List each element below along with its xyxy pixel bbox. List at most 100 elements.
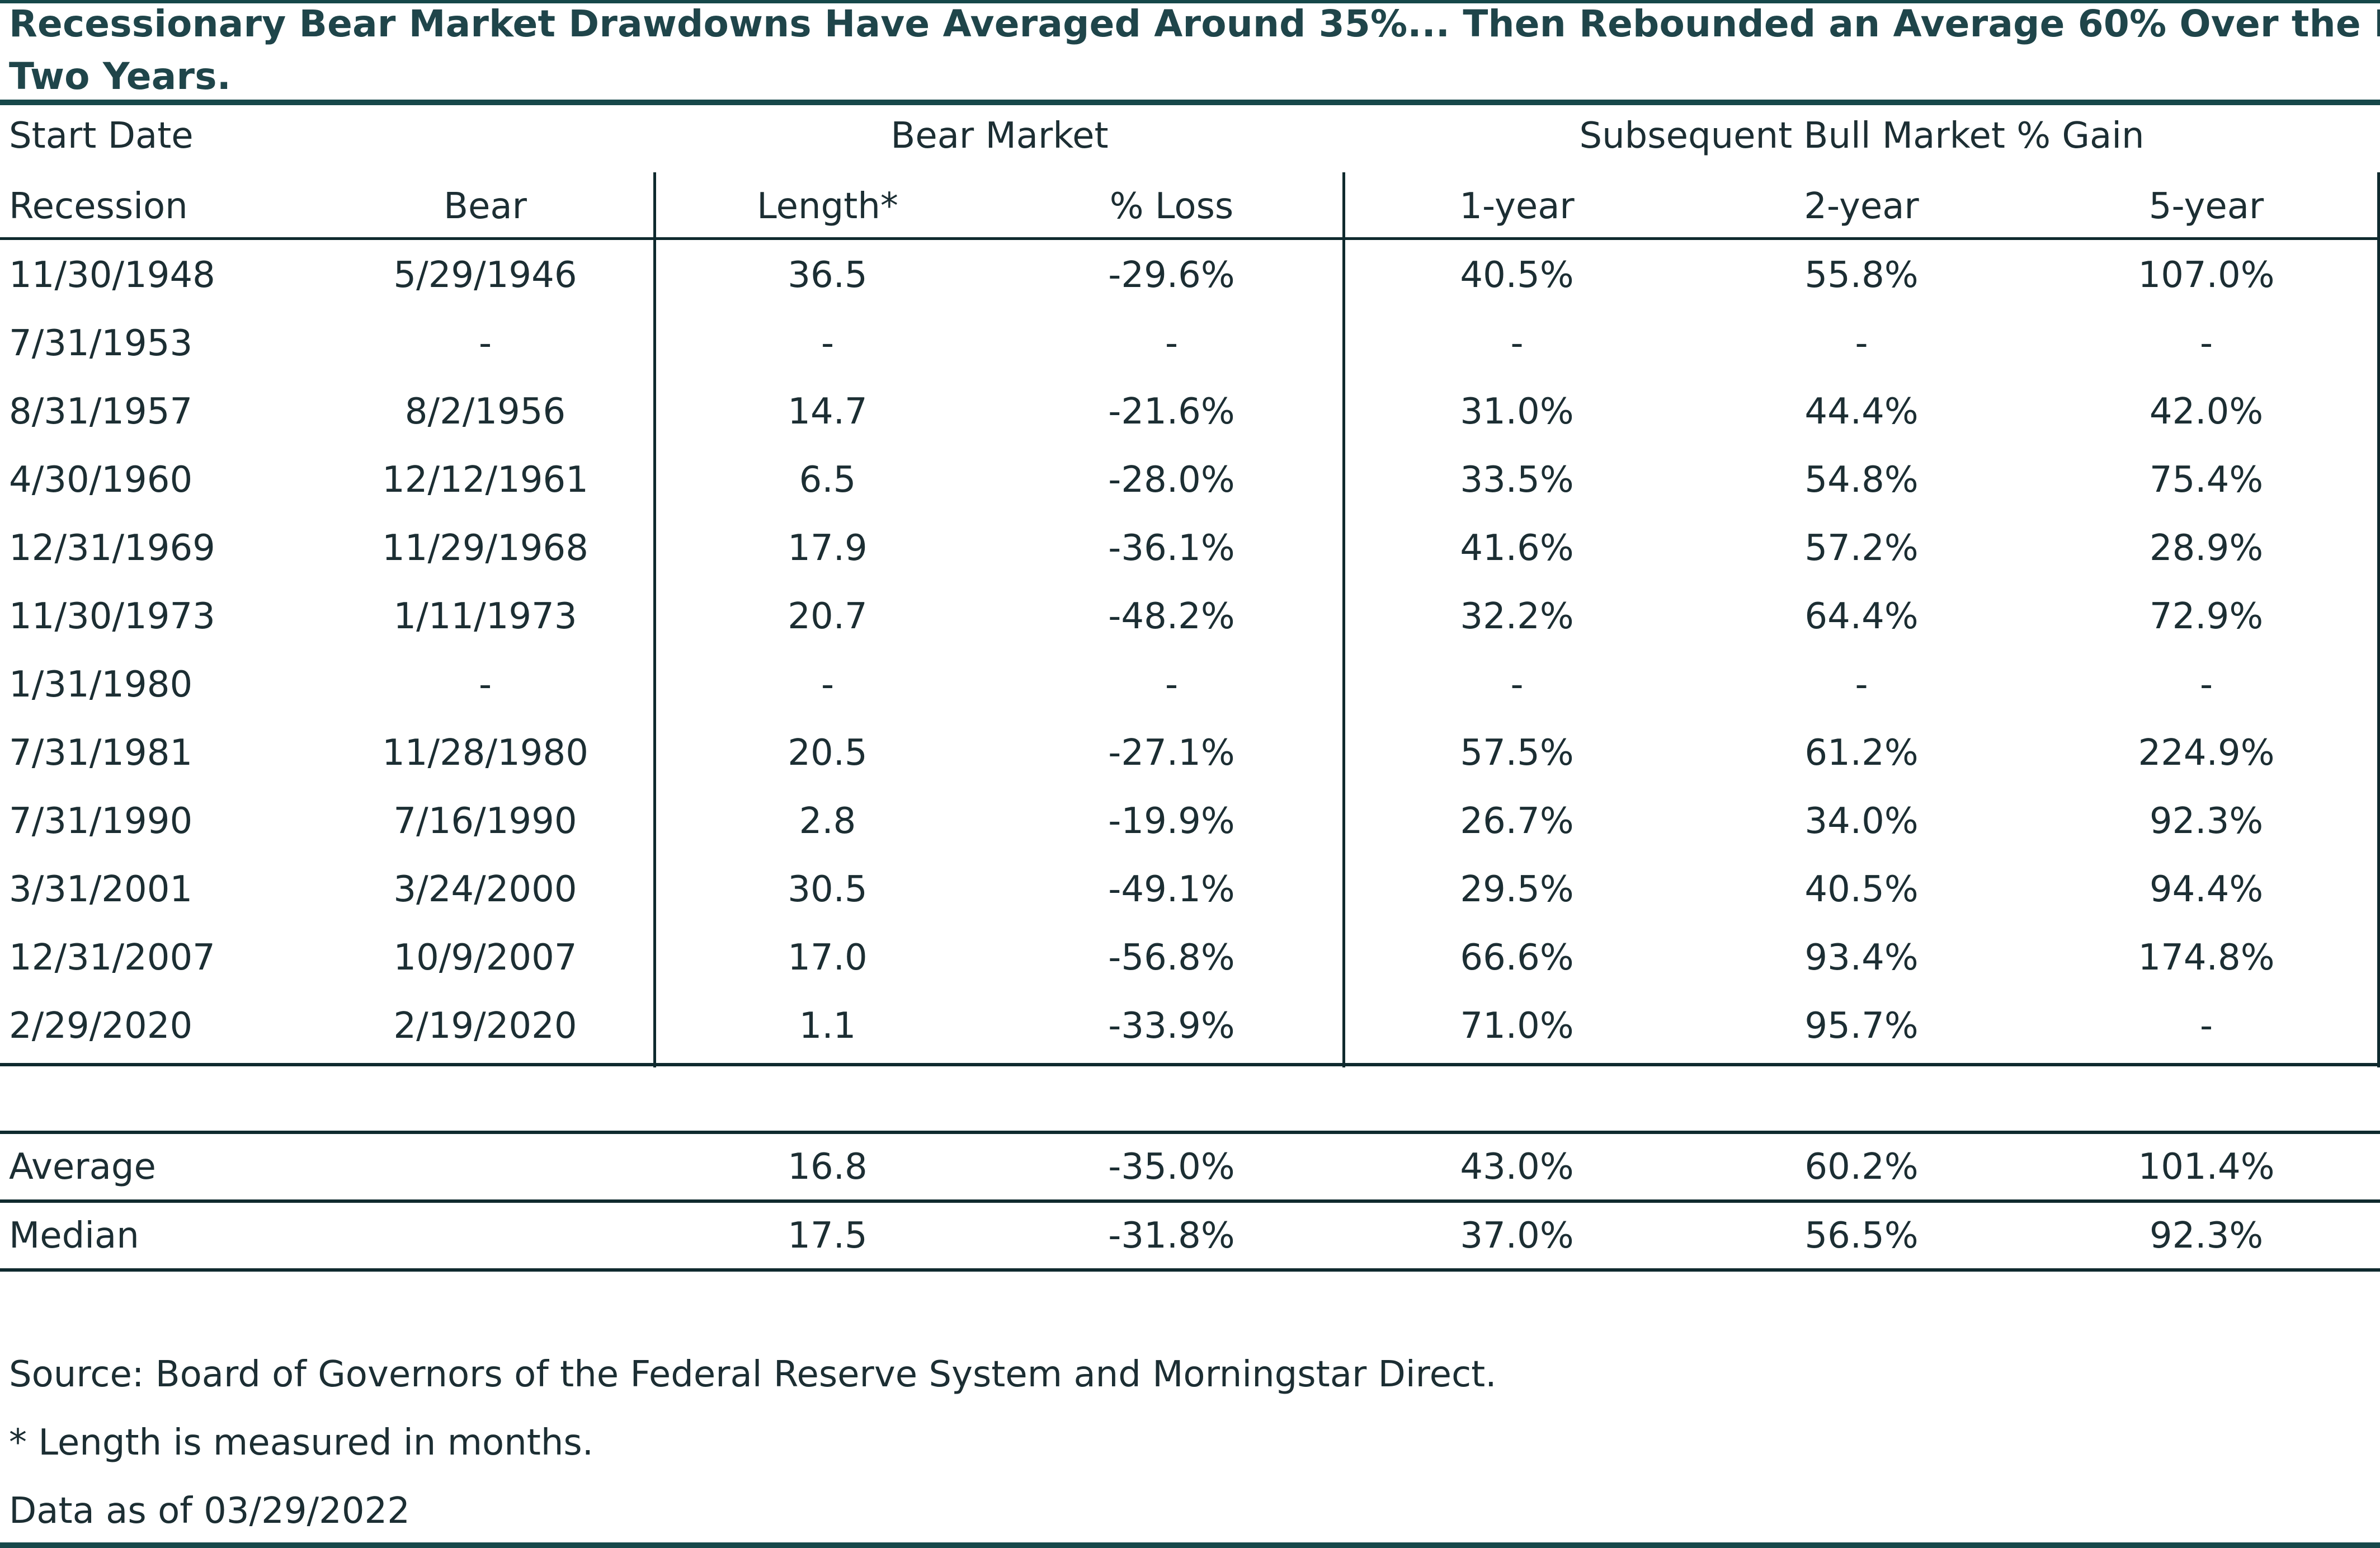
gain-5y-value: 28.9% [2149, 528, 2264, 569]
gain-5y-value: 72.9% [2149, 596, 2264, 637]
recession-date: 4/30/1960 [9, 459, 193, 501]
data-as-of-note: Data as of 03/29/2022 [9, 1490, 410, 1532]
bear-date: 12/12/1961 [382, 459, 588, 501]
gain-2y-value: 60.2% [1804, 1146, 1919, 1188]
group-header-subsequent-gain: Subsequent Bull Market % Gain [1579, 115, 2145, 157]
page-title-line-1: Recessionary Bear Market Drawdowns Have … [9, 2, 2380, 45]
length-value: 36.5 [788, 255, 868, 296]
recession-date: 11/30/1973 [9, 596, 215, 637]
gain-5y-value: 75.4% [2149, 459, 2264, 501]
recession-date: 7/31/1953 [9, 323, 193, 364]
length-value: 30.5 [788, 869, 868, 910]
bear-date: 11/28/1980 [382, 732, 588, 774]
header-rule [0, 237, 2380, 240]
length-value: 17.9 [788, 528, 868, 569]
gain-2y-value: 40.5% [1804, 869, 1919, 910]
recession-date: 12/31/1969 [9, 528, 215, 569]
gain-2y-value: 34.0% [1804, 801, 1919, 842]
gain-1y-value: 57.5% [1460, 732, 1574, 774]
summary-top-rule [0, 1131, 2380, 1134]
column-header: 5-year [2148, 186, 2264, 227]
gain-2y-value: 57.2% [1804, 528, 1919, 569]
length-value: 2.8 [799, 801, 856, 842]
summary-bottom-rule [0, 1268, 2380, 1272]
length-value: 20.7 [788, 596, 868, 637]
gain-1y-value: 29.5% [1460, 869, 1574, 910]
bear-date: 3/24/2000 [393, 869, 577, 910]
bear-date: 8/2/1956 [404, 391, 566, 432]
top-rule [0, 0, 2380, 3]
gain-2y-value: 55.8% [1804, 255, 1919, 296]
loss-value: -35.0% [1108, 1146, 1235, 1188]
length-value: - [821, 323, 835, 364]
gain-5y-value: 174.8% [2138, 937, 2275, 978]
loss-value: -28.0% [1108, 459, 1235, 501]
bear-date: 2/19/2020 [393, 1005, 577, 1047]
length-value: 17.5 [788, 1215, 868, 1257]
length-value: 1.1 [799, 1005, 856, 1047]
loss-value: -19.9% [1108, 801, 1235, 842]
loss-value: -29.6% [1108, 255, 1235, 296]
column-header: Bear [444, 186, 527, 227]
gain-1y-value: 33.5% [1460, 459, 1574, 501]
column-header: 2-year [1804, 186, 1919, 227]
column-divider [2377, 172, 2380, 1067]
loss-value: -33.9% [1108, 1005, 1235, 1047]
title-underline [0, 100, 2380, 105]
gain-1y-value: 40.5% [1460, 255, 1574, 296]
page-title-line-2: Two Years. [9, 55, 232, 98]
summary-middle-rule [0, 1199, 2380, 1203]
column-header: Length* [757, 186, 898, 227]
bear-date: - [478, 664, 492, 705]
loss-value: -31.8% [1108, 1215, 1235, 1257]
bear-date: 7/16/1990 [393, 801, 577, 842]
column-header: % Loss [1109, 186, 1234, 227]
gain-2y-value: - [1855, 323, 1868, 364]
column-divider [1342, 172, 1345, 1067]
gain-5y-value: 101.4% [2138, 1146, 2275, 1188]
bear-date: 5/29/1946 [393, 255, 577, 296]
gain-1y-value: - [1510, 323, 1524, 364]
column-divider [653, 172, 656, 1067]
gain-1y-value: 26.7% [1460, 801, 1574, 842]
gain-1y-value: 31.0% [1460, 391, 1574, 432]
recession-date: 8/31/1957 [9, 391, 193, 432]
recession-date: 1/31/1980 [9, 664, 193, 705]
group-header-bear-market: Bear Market [890, 115, 1109, 157]
gain-2y-value: 95.7% [1804, 1005, 1919, 1047]
summary-label: Average [9, 1146, 156, 1188]
recession-date: 7/31/1981 [9, 732, 193, 774]
source-note: Source: Board of Governors of the Federa… [9, 1354, 1497, 1395]
gain-2y-value: 93.4% [1804, 937, 1919, 978]
gain-5y-value: 92.3% [2149, 801, 2264, 842]
loss-value: -21.6% [1108, 391, 1235, 432]
length-value: 17.0 [788, 937, 868, 978]
length-value: 16.8 [788, 1146, 868, 1188]
gain-5y-value: 107.0% [2138, 255, 2275, 296]
bear-date: - [478, 323, 492, 364]
gain-5y-value: 92.3% [2149, 1215, 2264, 1257]
bear-date: 10/9/2007 [393, 937, 577, 978]
gain-2y-value: 54.8% [1804, 459, 1919, 501]
bottom-rule [0, 1542, 2380, 1548]
gain-5y-value: - [2199, 664, 2213, 705]
length-value: 14.7 [788, 391, 868, 432]
gain-1y-value: 32.2% [1460, 596, 1574, 637]
length-value: - [821, 664, 835, 705]
gain-1y-value: 41.6% [1460, 528, 1574, 569]
bear-date: 11/29/1968 [382, 528, 588, 569]
gain-2y-value: 61.2% [1804, 732, 1919, 774]
recession-date: 3/31/2001 [9, 869, 193, 910]
recession-date: 12/31/2007 [9, 937, 215, 978]
loss-value: - [1165, 323, 1179, 364]
gain-1y-value: 37.0% [1460, 1215, 1574, 1257]
summary-label: Median [9, 1215, 139, 1257]
length-value: 20.5 [788, 732, 868, 774]
gain-2y-value: 64.4% [1804, 596, 1919, 637]
gain-1y-value: 71.0% [1460, 1005, 1574, 1047]
gain-2y-value: 44.4% [1804, 391, 1919, 432]
length-footnote: * Length is measured in months. [9, 1422, 594, 1464]
length-value: 6.5 [799, 459, 856, 501]
table-body-rule [0, 1063, 2380, 1066]
recession-date: 7/31/1990 [9, 801, 193, 842]
